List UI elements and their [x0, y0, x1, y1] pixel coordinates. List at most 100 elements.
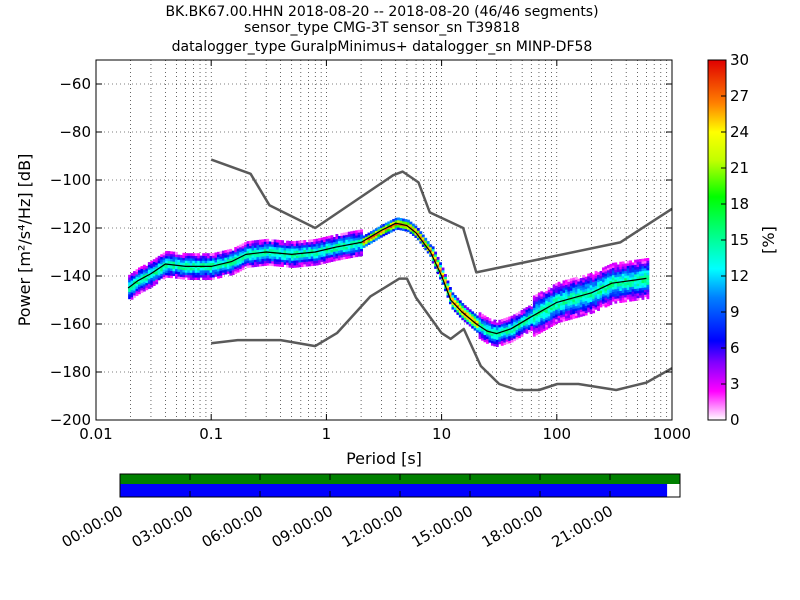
coverage-time-label: 06:00:00: [199, 502, 266, 551]
psd-cell: [606, 267, 610, 271]
psd-cell: [261, 244, 265, 247]
psd-cell: [147, 286, 151, 289]
psd-cell: [582, 298, 586, 302]
psd-cell: [165, 272, 169, 276]
psd-cell: [643, 279, 647, 283]
psd-cell: [619, 290, 623, 294]
psd-cell: [606, 274, 610, 278]
psd-cell: [643, 267, 647, 271]
psd-cell: [421, 244, 425, 247]
psd-cell: [281, 259, 285, 263]
psd-cell: [545, 295, 549, 299]
psd-cell: [407, 226, 410, 230]
psd-cell: [160, 271, 164, 274]
psd-cell: [530, 328, 534, 331]
psd-cell: [256, 244, 260, 248]
psd-cell: [584, 298, 588, 302]
psd-cell: [251, 240, 255, 244]
psd-cell: [557, 291, 561, 295]
data-coverage-bar: 00:00:00 03:00:00 06:00:00 09:00:00 12:00:00…: [59, 473, 681, 551]
psd-cell: [495, 341, 499, 345]
psd-cell: [216, 273, 220, 277]
psd-cell: [537, 302, 541, 306]
psd-cell: [189, 272, 193, 276]
psd-cell: [253, 240, 257, 244]
psd-cell: [357, 244, 361, 248]
psd-cell: [224, 266, 228, 270]
psd-cell: [639, 280, 642, 284]
psd-cell: [323, 253, 326, 257]
psd-cell: [249, 257, 252, 261]
psd-cell: [212, 272, 215, 276]
psd-cell: [518, 316, 521, 319]
psd-cell: [137, 291, 141, 295]
psd-cell: [377, 229, 381, 232]
psd-cell: [505, 322, 509, 325]
psd-cell: [634, 266, 637, 270]
psd-cell: [355, 239, 359, 243]
psd-cell: [508, 323, 512, 327]
psd-cell: [315, 241, 319, 244]
psd-cell: [562, 292, 566, 296]
psd-cell: [140, 285, 144, 289]
psd-cell: [493, 338, 497, 342]
psd-cell: [488, 325, 492, 329]
psd-cell: [550, 307, 554, 311]
psd-cell: [557, 310, 561, 314]
psd-cell: [564, 303, 568, 307]
psd-cell: [431, 258, 435, 262]
psd-cell: [202, 260, 206, 264]
psd-cell: [330, 237, 334, 241]
psd-cell: [461, 317, 465, 321]
psd-cell: [639, 287, 642, 291]
psd-cell: [234, 266, 238, 270]
psd-cell: [599, 294, 603, 298]
psd-cell: [318, 259, 322, 263]
psd-cell: [545, 314, 549, 318]
psd-cell: [328, 252, 331, 256]
psd-cell: [411, 225, 415, 229]
psd-cell: [589, 272, 593, 276]
psd-cell: [179, 274, 183, 277]
psd-cell: [626, 263, 630, 266]
psd-cell: [328, 238, 331, 241]
psd-cell: [142, 283, 146, 287]
psd-cell: [342, 242, 346, 246]
psd-cell: [392, 223, 396, 227]
psd-cell: [616, 288, 620, 292]
psd-cell: [199, 255, 203, 259]
psd-cell: [342, 235, 346, 238]
psd-cell: [214, 252, 218, 256]
psd-cell: [567, 286, 571, 290]
psd-cell: [177, 261, 181, 265]
psd-cell: [574, 281, 578, 285]
psd-cell: [189, 270, 193, 273]
psd-cell: [606, 303, 610, 307]
psd-cell: [550, 324, 554, 327]
psd-cell: [379, 232, 383, 236]
psd-cell: [276, 246, 280, 250]
psd-cell: [256, 242, 260, 246]
psd-cell: [609, 271, 613, 274]
psd-cell: [291, 245, 294, 249]
psd-cell: [160, 273, 164, 277]
psd-cell: [135, 281, 139, 285]
psd-cell: [137, 281, 141, 285]
psd-cell: [582, 303, 586, 307]
psd-cell: [337, 240, 341, 244]
psd-cell: [641, 258, 645, 262]
psd-cell: [473, 320, 477, 324]
psd-cell: [606, 269, 610, 273]
psd-cell: [256, 259, 260, 262]
psd-cell: [525, 330, 529, 334]
psd-cell: [532, 329, 536, 332]
psd-cell: [476, 317, 480, 321]
psd-cell: [340, 242, 344, 246]
psd-cell: [513, 328, 517, 332]
psd-cell: [207, 277, 210, 280]
psd-cell: [508, 318, 512, 322]
psd-cell: [614, 284, 618, 287]
y-tick-label: −140: [50, 267, 91, 285]
psd-cell: [619, 283, 623, 287]
psd-cell: [574, 284, 578, 287]
